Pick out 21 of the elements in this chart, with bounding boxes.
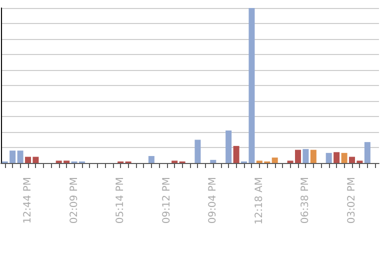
bar — [272, 158, 278, 163]
x-tick-label: 12:18 AM — [254, 177, 265, 224]
x-tick-label: 09:04 PM — [208, 177, 219, 224]
bar — [364, 142, 370, 163]
x-tick-label: 02:09 PM — [68, 177, 80, 224]
bar — [226, 130, 232, 163]
bar — [210, 160, 216, 163]
bar — [17, 150, 24, 163]
bar — [334, 152, 340, 163]
x-tick-label: 06:38 PM — [300, 177, 312, 224]
bar — [148, 156, 154, 163]
bar — [310, 150, 316, 163]
bar — [326, 152, 332, 163]
bar — [233, 146, 240, 163]
x-tick-label: 09:12 PM — [161, 177, 172, 224]
bar — [194, 140, 201, 163]
bar — [341, 152, 348, 163]
bar — [302, 149, 309, 163]
x-tick-label: 03:02 PM — [346, 177, 358, 224]
x-tick-label: 05:14 PM — [115, 177, 126, 224]
x-tick-label: 12:44 PM — [22, 177, 34, 224]
